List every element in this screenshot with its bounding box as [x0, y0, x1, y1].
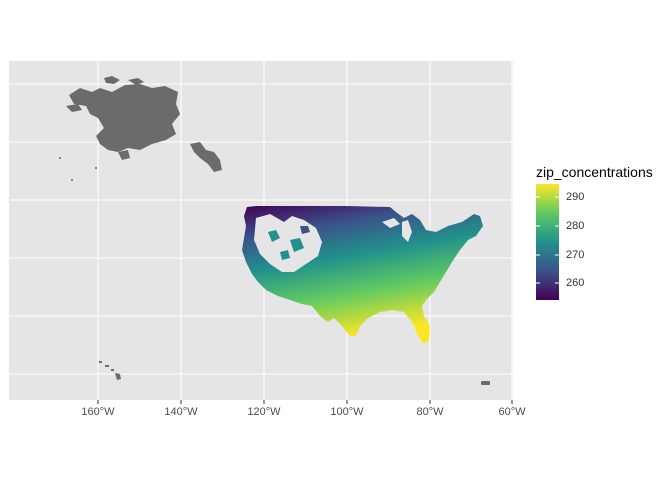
x-axis-ticks: [97, 400, 513, 404]
legend-title: zip_concentrations: [536, 164, 653, 180]
x-tick-label-120w: 120°W: [247, 406, 281, 418]
x-tick-label-160w: 160°W: [81, 406, 115, 418]
legend-label-260: 260: [566, 277, 585, 289]
legend-colorbar: [536, 184, 559, 300]
legend-label-290: 290: [566, 191, 585, 203]
x-tick-label-140w: 140°W: [164, 406, 198, 418]
legend-label-270: 270: [566, 249, 585, 261]
puerto-rico-region: [481, 381, 490, 385]
alaska-region: [59, 76, 222, 181]
hawaii-region: [99, 361, 121, 380]
legend-label-280: 280: [566, 220, 585, 232]
x-tick-label-100w: 100°W: [330, 406, 364, 418]
legend-ticks: [536, 196, 559, 284]
x-tick-label-60w: 60°W: [498, 406, 526, 418]
conus-region: [242, 206, 483, 344]
x-tick-label-80w: 80°W: [416, 406, 444, 418]
